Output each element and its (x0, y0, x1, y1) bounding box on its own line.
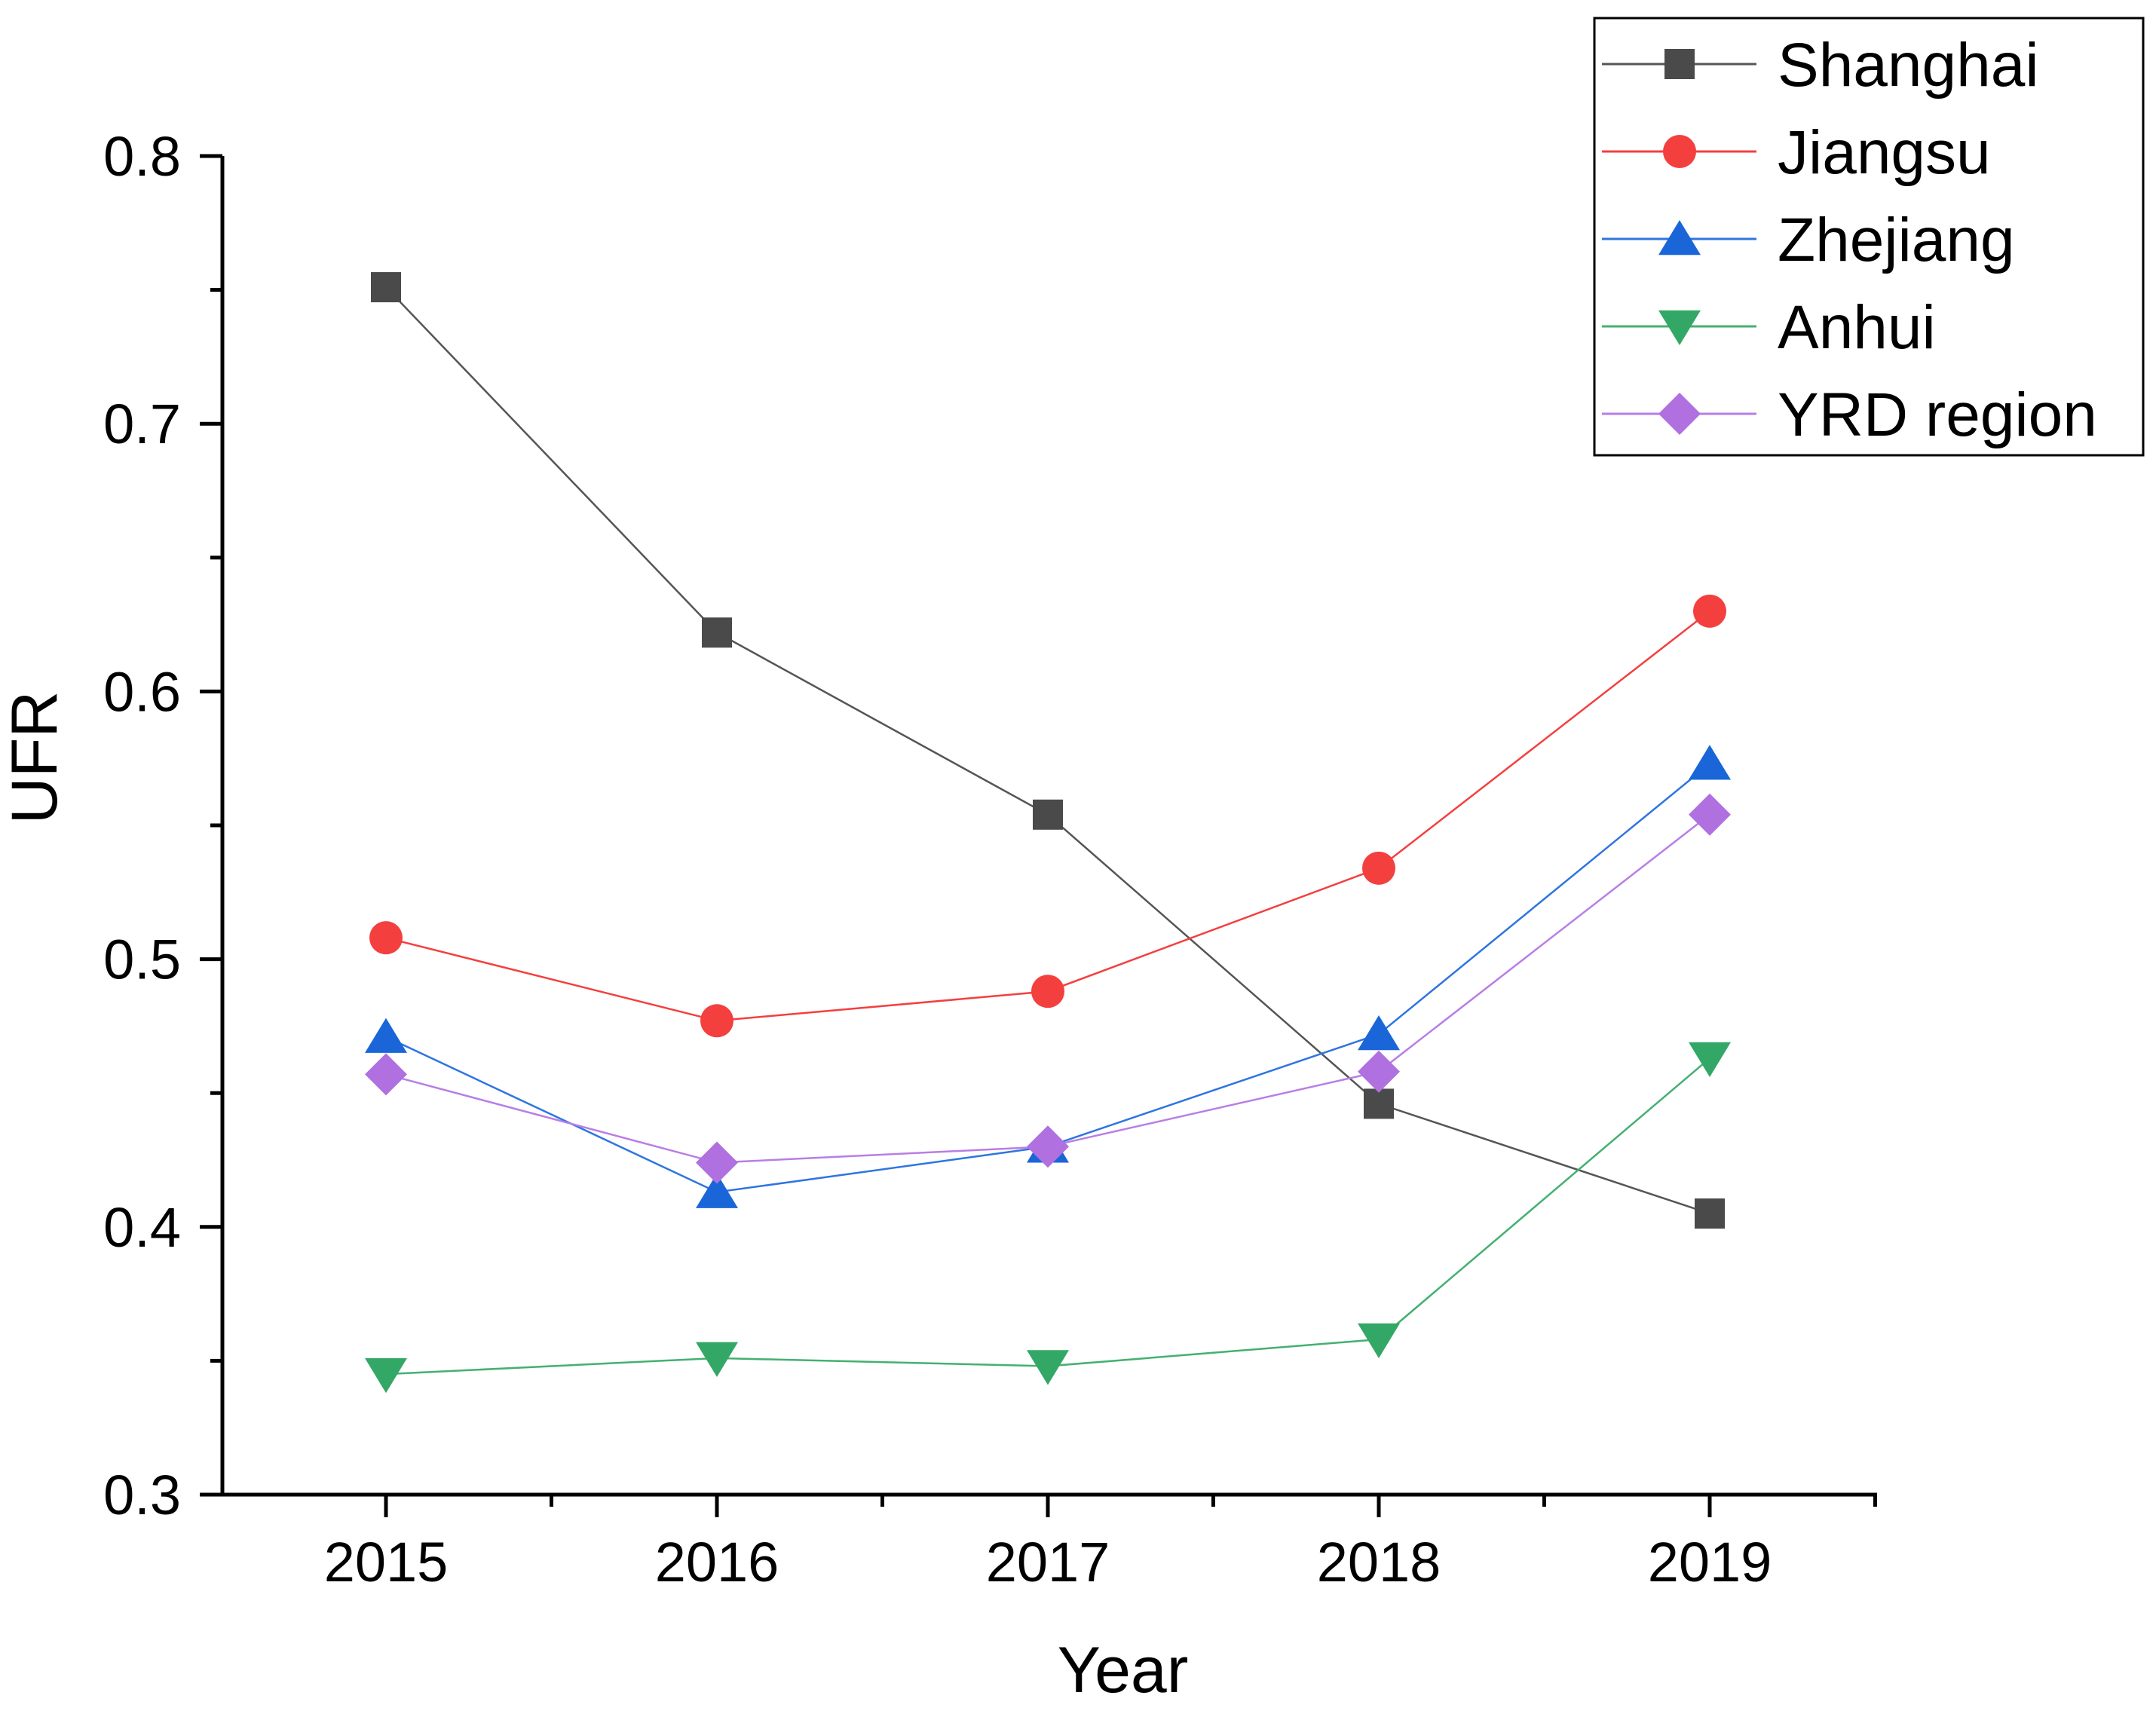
data-point-yrd-region (1689, 793, 1731, 836)
data-point-jiangsu (369, 921, 403, 955)
data-point-anhui (696, 1342, 738, 1377)
data-point-shanghai (1695, 1198, 1725, 1229)
y-tick-label: 0.3 (103, 1464, 181, 1526)
data-point-jiangsu (1693, 594, 1726, 628)
legend-marker-jiangsu (1663, 135, 1696, 168)
data-point-jiangsu (700, 1004, 733, 1038)
y-tick-label: 0.6 (103, 660, 181, 723)
x-axis-title: Year (1058, 1634, 1189, 1706)
legend: Shanghai Jiangsu Zhejiang Anhui YRD region (1593, 17, 2145, 457)
x-tick-label: 2017 (986, 1531, 1110, 1593)
data-point-anhui (1689, 1042, 1731, 1078)
legend-marker-yrd-region (1658, 393, 1701, 435)
data-point-shanghai (1364, 1088, 1394, 1119)
y-tick-label: 0.8 (103, 125, 181, 188)
data-point-shanghai (702, 617, 732, 648)
data-point-jiangsu (1362, 851, 1395, 885)
series-line-shanghai (385, 286, 1710, 1215)
x-tick-label: 2015 (324, 1531, 449, 1593)
data-point-yrd-region (696, 1141, 738, 1184)
data-point-anhui (365, 1357, 407, 1394)
data-point-shanghai (1033, 799, 1063, 830)
x-tick-label: 2018 (1317, 1531, 1441, 1593)
y-tick-label: 0.4 (103, 1196, 181, 1259)
y-axis-title: UFR (0, 691, 71, 825)
data-point-zhejiang (365, 1018, 407, 1053)
legend-label-shanghai: Shanghai (1778, 31, 2039, 99)
data-point-anhui (1358, 1323, 1400, 1358)
legend-marker-shanghai (1664, 49, 1695, 79)
y-tick-label: 0.5 (103, 929, 181, 991)
legend-label-anhui: Anhui (1778, 293, 1936, 362)
axes: 0.3 0.4 0.5 0.6 0.7 0.8 2015 2016 2017 2018 2019 Ye… (0, 125, 1877, 1706)
data-point-yrd-region (1358, 1050, 1400, 1093)
data-point-yrd-region (365, 1053, 407, 1096)
y-tick-label: 0.7 (103, 393, 181, 455)
data-point-anhui (1027, 1350, 1069, 1385)
data-point-yrd-region (1027, 1125, 1069, 1168)
legend-label-jiangsu: Jiangsu (1778, 118, 1991, 187)
data-point-shanghai (371, 272, 401, 303)
legend-marker-zhejiang (1658, 220, 1701, 256)
data-point-zhejiang (1689, 745, 1731, 780)
series-line-anhui (385, 1057, 1710, 1376)
data-point-jiangsu (1031, 975, 1064, 1008)
x-tick-label: 2019 (1648, 1531, 1772, 1593)
legend-label-zhejiang: Zhejiang (1778, 206, 2015, 274)
data-point-zhejiang (696, 1173, 738, 1208)
legend-marker-anhui (1658, 310, 1701, 345)
x-tick-label: 2016 (655, 1531, 779, 1593)
legend-label-yrd-region: YRD region (1778, 381, 2097, 449)
data-point-zhejiang (1358, 1015, 1400, 1051)
series-layer (365, 272, 1731, 1394)
